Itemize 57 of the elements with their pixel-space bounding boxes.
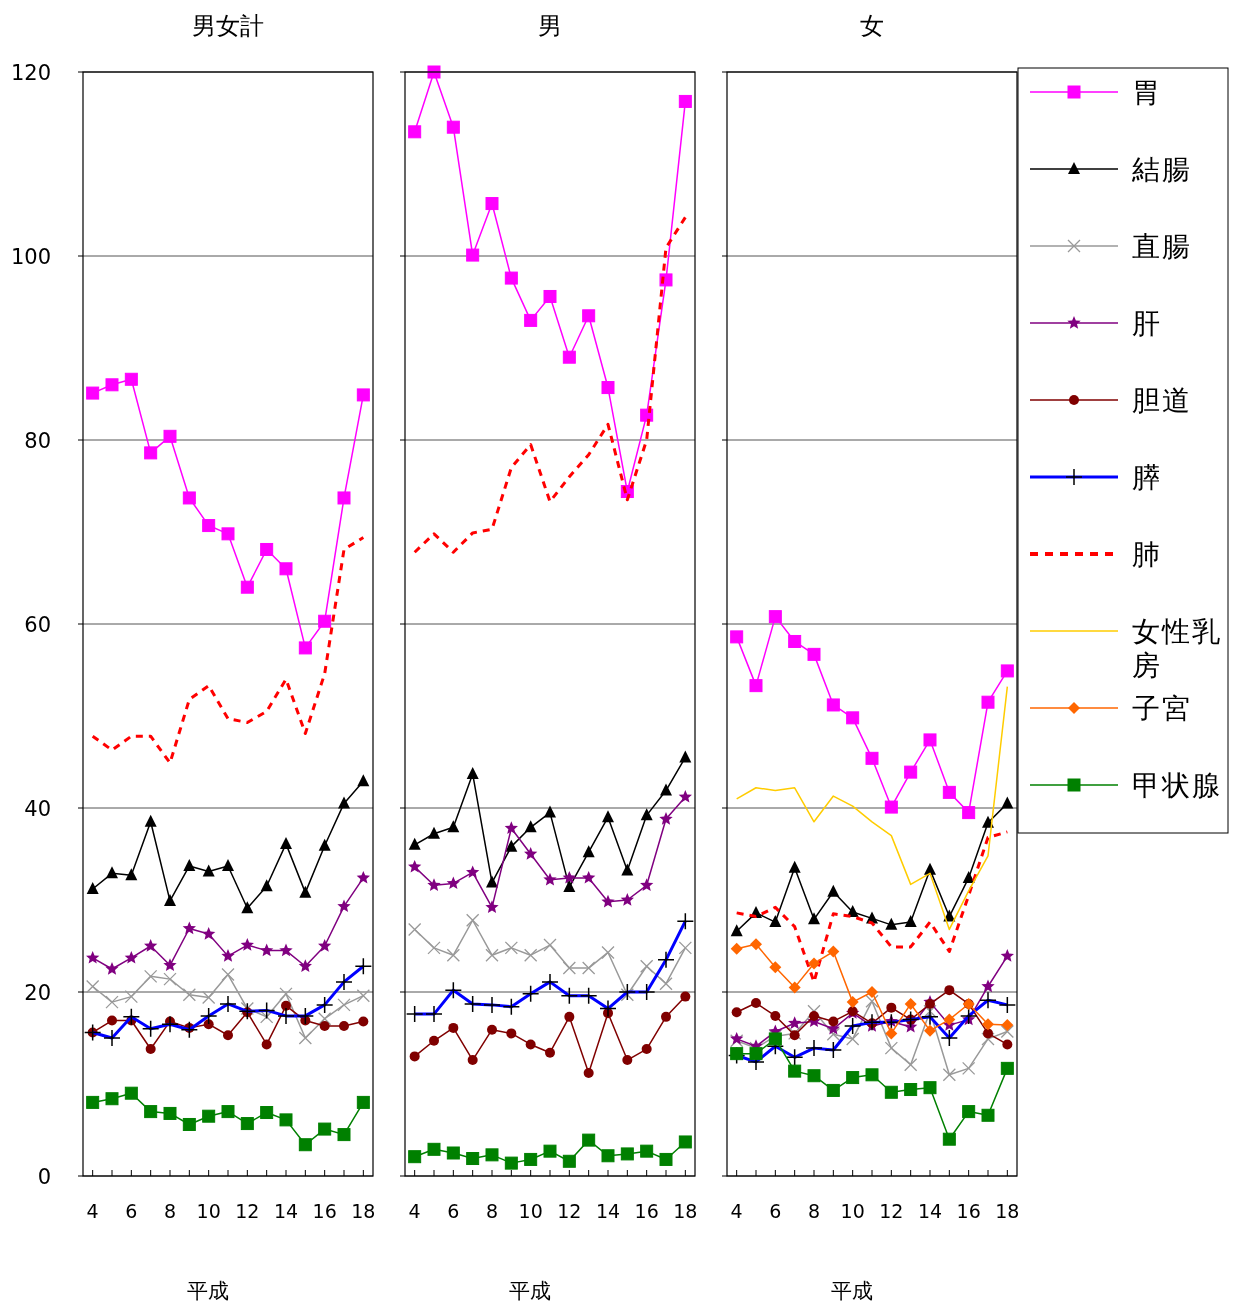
- legend-label: 女性乳房: [1132, 615, 1222, 682]
- x-tick-label: 8: [485, 1200, 499, 1222]
- x-tick-label: 18: [351, 1200, 376, 1222]
- chart-title: 女: [860, 12, 884, 40]
- x-tick-label: 6: [447, 1200, 460, 1222]
- legend-item: 女性乳房: [1029, 615, 1222, 682]
- x-tick-label: 12: [879, 1200, 904, 1222]
- y-tick-label: 20: [24, 981, 51, 1005]
- legend-label: 胃: [1132, 76, 1162, 109]
- legend-item: 胆道: [1029, 384, 1192, 417]
- x-tick-label: 4: [86, 1200, 99, 1222]
- y-tick-label: 100: [10, 245, 51, 269]
- legend-item: 子宮: [1029, 692, 1192, 725]
- legend-item: 甲状腺: [1029, 769, 1222, 802]
- x-tick-label: 16: [956, 1200, 981, 1222]
- y-tick-label: 60: [24, 613, 51, 637]
- x-tick-label: 12: [235, 1200, 260, 1222]
- legend-item: 肝: [1029, 307, 1162, 340]
- x-tick-label: 6: [769, 1200, 782, 1222]
- y-tick-label: 40: [24, 797, 51, 821]
- x-tick-label: 14: [917, 1200, 943, 1222]
- x-tick-label: 10: [518, 1200, 543, 1222]
- y-tick-label: 80: [24, 429, 51, 453]
- y-tick-label: 0: [37, 1165, 51, 1189]
- x-tick-label: 8: [163, 1200, 177, 1222]
- legend-label: 胆道: [1132, 384, 1192, 417]
- legend-label: 子宮: [1132, 692, 1192, 725]
- x-axis-title: 平成: [831, 1279, 873, 1303]
- legend-item: 胃: [1029, 76, 1162, 109]
- legend-label: 結腸: [1131, 153, 1192, 186]
- x-tick-label: 16: [634, 1200, 659, 1222]
- x-axis-title: 平成: [187, 1279, 229, 1303]
- x-tick-label: 12: [557, 1200, 582, 1222]
- legend-item: 結腸: [1029, 153, 1192, 186]
- legend-label: 甲状腺: [1132, 769, 1222, 802]
- x-axis-title: 平成: [509, 1279, 551, 1303]
- legend-label: 肺: [1132, 538, 1162, 571]
- legend-label: 肝: [1132, 307, 1162, 340]
- x-tick-label: 10: [840, 1200, 865, 1222]
- chart-title: 男: [538, 12, 562, 40]
- x-tick-label: 16: [312, 1200, 337, 1222]
- chart-title: 男女計: [192, 12, 264, 40]
- x-tick-label: 18: [673, 1200, 698, 1222]
- x-tick-label: 8: [807, 1200, 821, 1222]
- x-tick-label: 14: [595, 1200, 621, 1222]
- x-tick-label: 10: [196, 1200, 221, 1222]
- legend-item: 直腸: [1029, 230, 1192, 263]
- legend-label: 直腸: [1132, 230, 1192, 263]
- legend-item: 膵: [1030, 461, 1162, 494]
- legend-label: 膵: [1132, 461, 1162, 494]
- x-tick-label: 4: [730, 1200, 743, 1222]
- x-tick-label: 18: [995, 1200, 1020, 1222]
- x-tick-label: 14: [273, 1200, 299, 1222]
- y-tick-label: 120: [10, 61, 51, 85]
- legend-item: 肺: [1030, 538, 1162, 571]
- x-tick-label: 6: [125, 1200, 138, 1222]
- x-tick-label: 4: [408, 1200, 421, 1222]
